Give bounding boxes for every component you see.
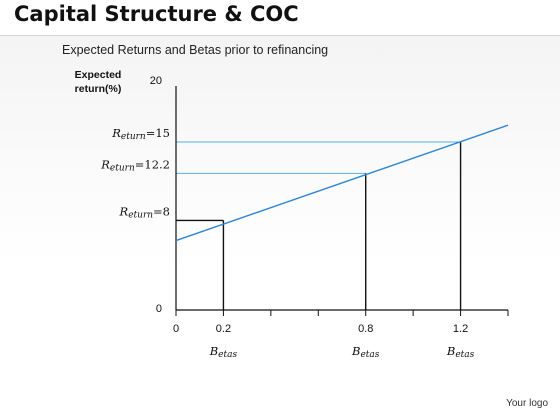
slide-title: Capital Structure & COC <box>14 2 299 26</box>
x-tick-label: 1.2 <box>453 323 468 335</box>
x-tick-label: 0.8 <box>358 323 373 335</box>
beta-label: Betas <box>351 344 380 360</box>
security-market-line <box>175 124 509 242</box>
chart-title: Expected Returns and Betas prior to refi… <box>62 43 329 57</box>
y-axis-label: Expected return(%) <box>58 68 138 96</box>
return-label: Return=12.2 <box>100 157 170 173</box>
return-label: Return=8 <box>119 204 170 220</box>
y-axis-label-line-2: return(%) <box>74 83 122 95</box>
title-divider <box>0 35 560 36</box>
x-tick-label: 0 <box>173 323 179 335</box>
y-axis-label-line-1: Expected <box>74 69 122 81</box>
beta-label: Betas <box>446 344 475 360</box>
beta-label: Betas <box>209 344 238 360</box>
logo-text: Your logo <box>506 398 548 409</box>
y-tick-label: 0 <box>156 303 162 315</box>
return-label: Return=15 <box>111 126 170 142</box>
y-tick-label: 20 <box>150 75 162 87</box>
slide-background <box>0 36 560 420</box>
x-tick-label: 0.2 <box>216 323 231 335</box>
